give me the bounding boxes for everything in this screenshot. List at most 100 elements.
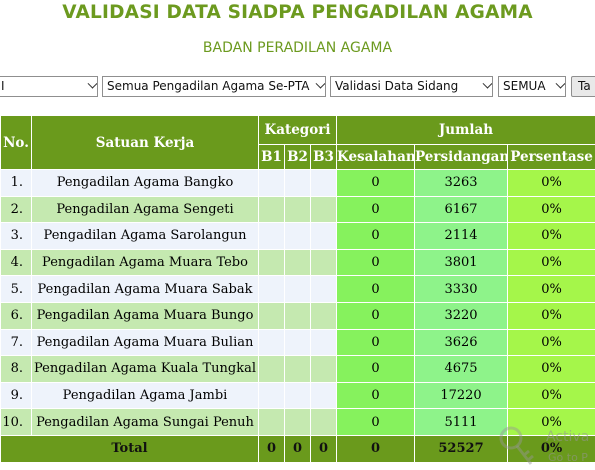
cell-b1: [258, 381, 285, 410]
row-number: 9.: [0, 381, 32, 410]
scope-select-value: SEMUA: [503, 79, 546, 93]
header-b3: B3: [309, 144, 338, 170]
cell-kesalahan: 0: [336, 275, 416, 303]
cell-b2: [284, 355, 311, 383]
row-number: 3.: [0, 222, 32, 250]
cell-kesalahan: 0: [336, 355, 416, 383]
total-persidangan: 52527: [414, 434, 509, 463]
cell-kesalahan: 0: [336, 195, 416, 224]
header-persidangan: Persidangan: [414, 144, 509, 170]
cell-kesalahan: 0: [336, 408, 416, 436]
cell-b3: [309, 328, 338, 357]
cell-persidangan: 3220: [414, 301, 509, 330]
cell-b3: [309, 275, 338, 303]
row-number: 8.: [0, 355, 32, 383]
cell-b1: [258, 328, 285, 357]
cell-persentase: 0%: [507, 222, 595, 250]
table-row: 8. Pengadilan Agama Kuala Tungkal 0 4675…: [0, 355, 595, 383]
cell-persentase: 0%: [507, 275, 595, 303]
satuan-kerja-link[interactable]: Pengadilan Agama Muara Bulian: [31, 328, 259, 357]
satuan-kerja-link[interactable]: Pengadilan Agama Kuala Tungkal: [31, 355, 259, 383]
table-row: 7. Pengadilan Agama Muara Bulian 0 3626 …: [0, 328, 595, 357]
table-row: 9. Pengadilan Agama Jambi 0 17220 0%: [0, 381, 595, 410]
watermark-subtext: Go to P: [548, 451, 588, 464]
cell-b3: [309, 355, 338, 383]
satuan-kerja-link[interactable]: Pengadilan Agama Sengeti: [31, 195, 259, 224]
cell-b1: [258, 301, 285, 330]
watermark-text: Activa: [546, 429, 590, 445]
cell-b3: [309, 195, 338, 224]
cell-persentase: 0%: [507, 328, 595, 357]
cell-persidangan: 5111: [414, 408, 509, 436]
total-b1: 0: [258, 434, 285, 463]
cell-kesalahan: 0: [336, 328, 416, 357]
cell-persidangan: 3330: [414, 275, 509, 303]
total-label: Total: [0, 434, 259, 463]
table-row: 5. Pengadilan Agama Muara Sabak 0 3330 0…: [0, 275, 595, 303]
cell-b3: [309, 408, 338, 436]
cell-kesalahan: 0: [336, 169, 416, 197]
cell-b1: [258, 222, 285, 250]
cell-b1: [258, 355, 285, 383]
cell-persentase: 0%: [507, 195, 595, 224]
scope-select[interactable]: SEMUA: [498, 76, 566, 97]
cell-b2: [284, 301, 311, 330]
satuan-kerja-link[interactable]: Pengadilan Agama Bangko: [31, 169, 259, 197]
satuan-kerja-link[interactable]: Pengadilan Agama Muara Bungo: [31, 301, 259, 330]
table-row: 2. Pengadilan Agama Sengeti 0 6167 0%: [0, 195, 595, 224]
validation-type-select-value: Validasi Data Sidang: [335, 79, 459, 93]
period-select-value: I: [1, 79, 5, 93]
cell-b2: [284, 195, 311, 224]
table-row: 6. Pengadilan Agama Muara Bungo 0 3220 0…: [0, 301, 595, 330]
satuan-kerja-link[interactable]: Pengadilan Agama Sungai Penuh: [31, 408, 259, 436]
cell-b3: [309, 381, 338, 410]
satuan-kerja-link[interactable]: Pengadilan Agama Muara Tebo: [31, 248, 259, 277]
header-jumlah: Jumlah: [336, 115, 595, 145]
filter-bar: I Semua Pengadilan Agama Se-PTA Validasi…: [0, 76, 595, 100]
table-subheader-row: B1 B2 B3 Kesalahan Persidangan Persentas…: [1, 144, 595, 170]
row-number: 1.: [0, 169, 32, 197]
cell-b1: [258, 169, 285, 197]
table-header-row: No. Satuan Kerja Kategori Jumlah: [0, 115, 595, 170]
cell-kesalahan: 0: [336, 301, 416, 330]
cell-persidangan: 3626: [414, 328, 509, 357]
cell-persidangan: 4675: [414, 355, 509, 383]
cell-kesalahan: 0: [336, 381, 416, 410]
cell-b2: [284, 328, 311, 357]
satuan-kerja-link[interactable]: Pengadilan Agama Sarolangun: [31, 222, 259, 250]
cell-b1: [258, 195, 285, 224]
header-kategori: Kategori: [257, 115, 338, 145]
satuan-kerja-link[interactable]: Pengadilan Agama Muara Sabak: [31, 275, 259, 303]
cell-b2: [284, 408, 311, 436]
cell-persentase: 0%: [507, 301, 595, 330]
cell-b2: [284, 381, 311, 410]
total-b3: 0: [309, 434, 338, 463]
cell-persidangan: 3801: [414, 248, 509, 277]
cell-b1: [258, 408, 285, 436]
total-kesalahan: 0: [336, 434, 416, 463]
court-select[interactable]: Semua Pengadilan Agama Se-PTA: [102, 76, 326, 97]
cell-persentase: 0%: [507, 169, 595, 197]
cell-kesalahan: 0: [336, 248, 416, 277]
cell-b3: [309, 301, 338, 330]
cell-kesalahan: 0: [336, 222, 416, 250]
validation-table: No. Satuan Kerja Kategori Jumlah B1 B2 B…: [0, 115, 595, 463]
cell-b3: [309, 248, 338, 277]
period-select[interactable]: I: [0, 76, 98, 97]
row-number: 10.: [0, 408, 32, 436]
header-kesalahan: Kesalahan: [336, 144, 416, 170]
page-title: VALIDASI DATA SIADPA PENGADILAN AGAMA: [62, 2, 533, 23]
cell-persidangan: 3263: [414, 169, 509, 197]
table-row: 4. Pengadilan Agama Muara Tebo 0 3801 0%: [0, 248, 595, 277]
cell-b3: [309, 222, 338, 250]
cell-persidangan: 6167: [414, 195, 509, 224]
table-row: 3. Pengadilan Agama Sarolangun 0 2114 0%: [0, 222, 595, 250]
validation-type-select[interactable]: Validasi Data Sidang: [330, 76, 493, 97]
satuan-kerja-link[interactable]: Pengadilan Agama Jambi: [31, 381, 259, 410]
total-b2: 0: [284, 434, 311, 463]
cell-persentase: 0%: [507, 355, 595, 383]
header-b2: B2: [284, 144, 311, 170]
cell-b2: [284, 222, 311, 250]
row-number: 6.: [0, 301, 32, 330]
show-button[interactable]: Ta: [571, 76, 595, 97]
